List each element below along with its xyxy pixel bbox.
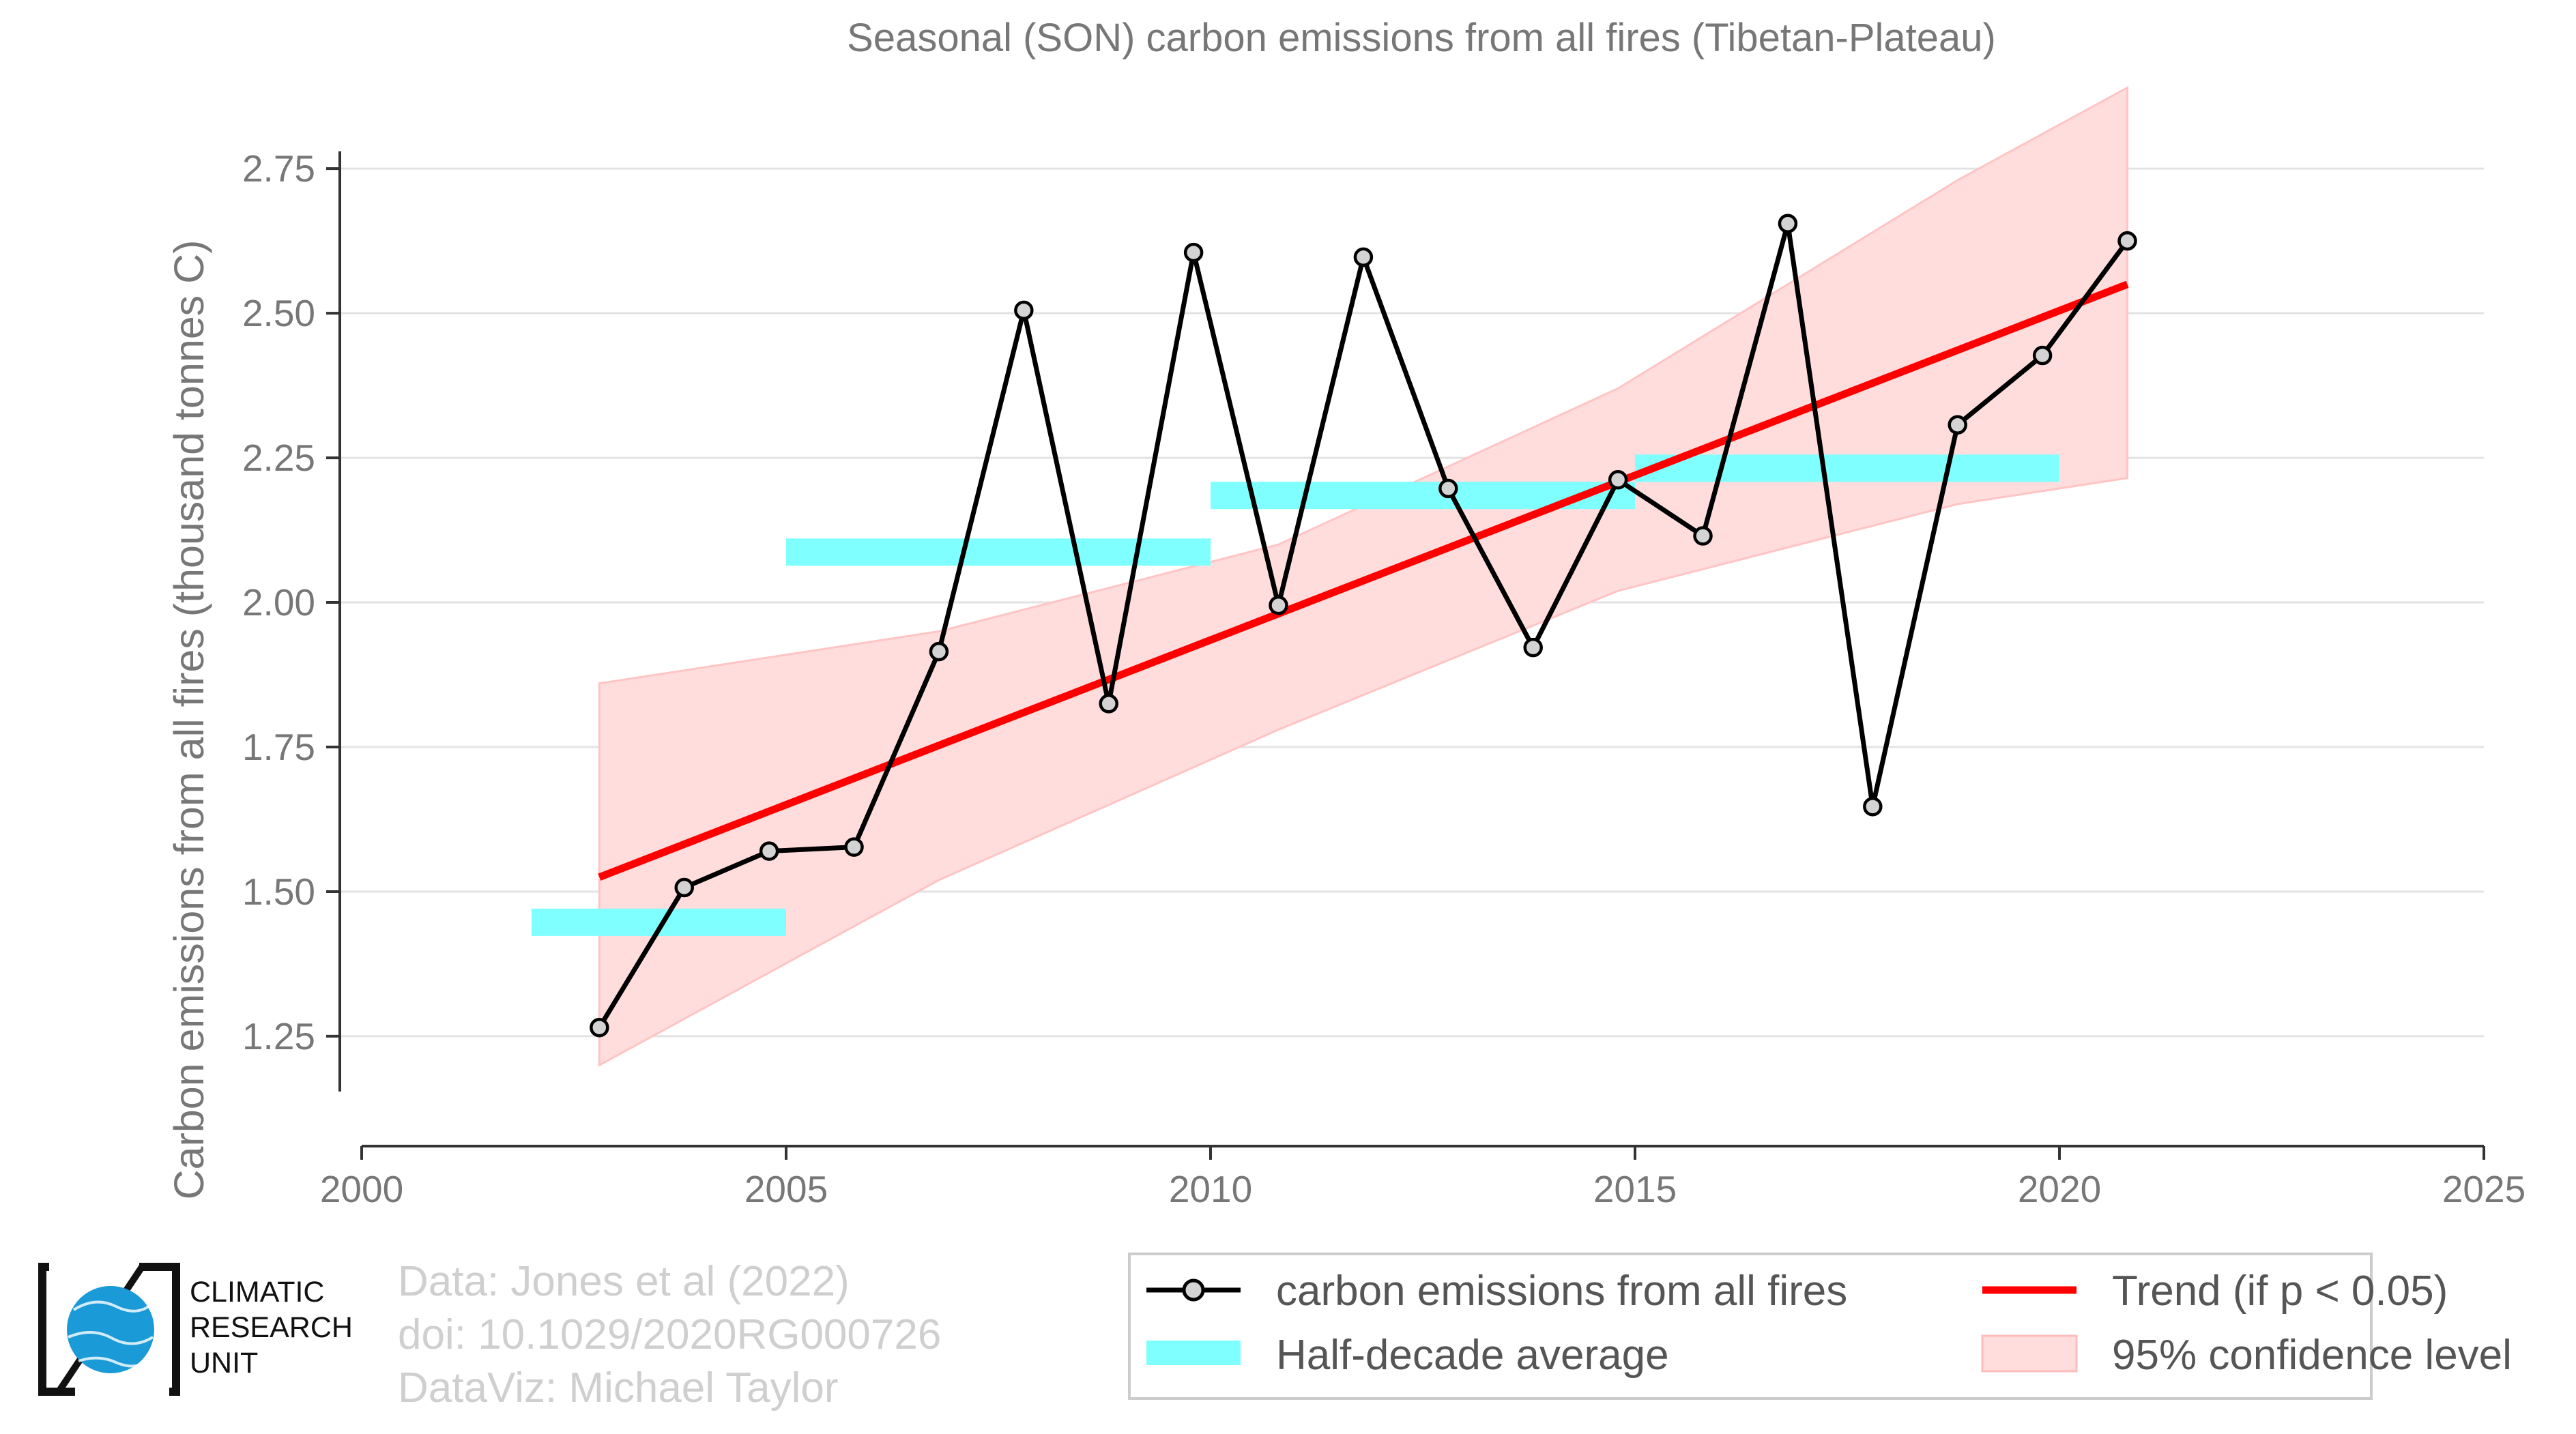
legend-label-series: carbon emissions from all fires bbox=[1276, 1268, 1847, 1315]
x-tick-label: 2005 bbox=[744, 1168, 828, 1210]
x-tick-label: 2020 bbox=[2018, 1168, 2101, 1210]
data-point bbox=[1523, 637, 1543, 658]
globe-wave-icon bbox=[68, 1330, 154, 1345]
half-decade-bar bbox=[1635, 454, 2059, 482]
legend-label-trend: Trend (if p < 0.05) bbox=[2112, 1268, 2448, 1315]
legend-swatch-half-decade bbox=[1146, 1341, 1241, 1365]
y-tick-label: 2.50 bbox=[242, 292, 315, 334]
y-tick-labels: 1.25 1.50 1.75 2.00 2.25 2.50 2.75 bbox=[242, 147, 315, 1057]
series-group bbox=[590, 214, 2137, 1038]
legend-marker-series bbox=[1182, 1278, 1205, 1302]
x-tick-labels: 2000 2005 2010 2015 2020 2025 bbox=[320, 1168, 2526, 1210]
y-tick-label: 1.25 bbox=[242, 1015, 315, 1057]
y-tick-label: 2.75 bbox=[242, 147, 315, 190]
logo-line-2: RESEARCH bbox=[190, 1311, 353, 1344]
legend-label-half-decade: Half-decade average bbox=[1276, 1332, 1669, 1379]
x-tick-label: 2025 bbox=[2442, 1168, 2526, 1210]
logo-line-1: CLIMATIC bbox=[190, 1276, 325, 1308]
data-point bbox=[1183, 242, 1204, 263]
globe-wave-icon bbox=[78, 1356, 146, 1368]
y-tick-label: 1.50 bbox=[242, 870, 315, 913]
data-point bbox=[759, 841, 779, 861]
globe-icon bbox=[67, 1286, 154, 1373]
credit-dataviz: DataViz: Michael Taylor bbox=[398, 1364, 839, 1411]
logo-right-bracket bbox=[139, 1263, 180, 1396]
data-point bbox=[1353, 247, 1374, 267]
data-point bbox=[1863, 797, 1883, 817]
data-point bbox=[674, 877, 694, 898]
y-axis-label: Carbon emissions from all fires (thousan… bbox=[166, 240, 212, 1200]
y-tick-label: 2.00 bbox=[242, 581, 315, 624]
credits: Data: Jones et al (2022) doi: 10.1029/20… bbox=[398, 1255, 941, 1415]
logo-text: CLIMATIC RESEARCH UNIT bbox=[190, 1274, 353, 1381]
data-point bbox=[1693, 526, 1713, 546]
data-point bbox=[1608, 470, 1628, 490]
confidence-band-area bbox=[598, 85, 2129, 1067]
half-decade-bar bbox=[1211, 482, 1635, 510]
data-point bbox=[844, 837, 864, 857]
y-tick-label: 1.75 bbox=[242, 726, 315, 768]
data-point bbox=[1099, 694, 1118, 714]
data-point bbox=[590, 1017, 609, 1038]
data-point bbox=[929, 641, 949, 662]
data-point bbox=[1014, 300, 1034, 321]
half-decade-bars bbox=[531, 454, 2059, 936]
legend: carbon emissions from all fires Half-dec… bbox=[1128, 1253, 2512, 1400]
data-point bbox=[2032, 345, 2053, 366]
data-point bbox=[2117, 231, 2137, 251]
data-point bbox=[1438, 478, 1458, 499]
globe-wave-icon bbox=[72, 1300, 153, 1313]
credit-data-source: Data: Jones et al (2022) bbox=[398, 1258, 850, 1305]
credit-doi: doi: 10.1029/2020RG000726 bbox=[398, 1311, 942, 1358]
legend-label-confidence: 95% confidence level bbox=[2112, 1332, 2512, 1379]
half-decade-bar bbox=[786, 538, 1211, 566]
axes bbox=[326, 151, 2485, 1160]
legend-box bbox=[1128, 1253, 2373, 1400]
confidence-band bbox=[598, 85, 2129, 1067]
legend-swatch-confidence bbox=[1981, 1334, 2078, 1373]
x-tick-label: 2000 bbox=[320, 1168, 403, 1210]
logo-line-3: UNIT bbox=[190, 1347, 259, 1379]
data-point bbox=[1948, 415, 1967, 435]
trend-line-group bbox=[598, 280, 2129, 881]
trend-line bbox=[598, 280, 2129, 881]
y-tick-label: 2.25 bbox=[242, 437, 315, 479]
x-tick-label: 2015 bbox=[1593, 1168, 1677, 1210]
x-tick-label: 2010 bbox=[1169, 1168, 1252, 1210]
chart-title: Seasonal (SON) carbon emissions from all… bbox=[847, 16, 1996, 60]
data-point bbox=[1269, 596, 1288, 615]
data-point bbox=[1778, 214, 1798, 233]
cru-logo bbox=[38, 1263, 180, 1396]
